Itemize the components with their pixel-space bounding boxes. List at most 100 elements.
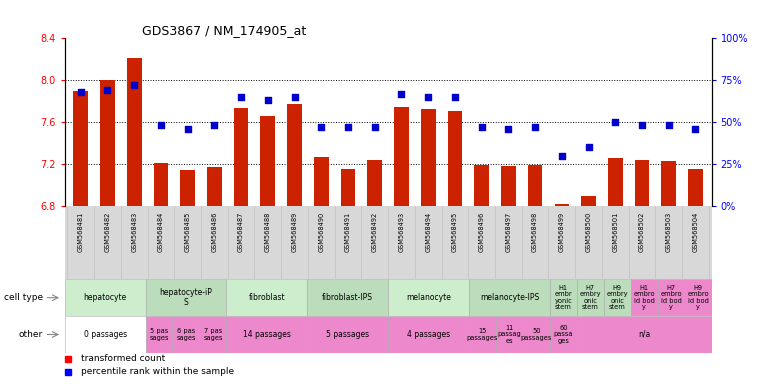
Bar (469, 279, 550, 316)
Bar (65, 279, 145, 316)
Text: GSM568493: GSM568493 (399, 212, 405, 252)
Text: GSM568484: GSM568484 (158, 212, 164, 252)
Bar (388, 279, 469, 316)
Text: 15
passages: 15 passages (466, 328, 498, 341)
Bar (603, 279, 631, 316)
Bar (207, 167, 221, 206)
Bar (394, 108, 409, 206)
Bar (661, 161, 676, 206)
Text: 0 passages: 0 passages (84, 330, 126, 339)
Text: GSM568500: GSM568500 (585, 212, 591, 252)
Point (101, 87, 113, 93)
Text: GSM568494: GSM568494 (425, 212, 431, 252)
Point (689, 126, 702, 132)
Point (235, 94, 247, 100)
Text: melanocyte: melanocyte (406, 293, 451, 302)
Point (502, 126, 514, 132)
Text: GSM568501: GSM568501 (613, 212, 618, 252)
Text: other: other (19, 330, 43, 339)
Point (182, 126, 194, 132)
Text: melanocyte-IPS: melanocyte-IPS (479, 293, 539, 302)
Bar (577, 316, 712, 353)
Text: 6 pas
sages: 6 pas sages (177, 328, 196, 341)
Text: 50
passages: 50 passages (521, 328, 552, 341)
Bar (154, 163, 168, 206)
Text: n/a: n/a (638, 330, 651, 339)
Text: 11
passag
es: 11 passag es (498, 325, 521, 344)
Bar (180, 170, 195, 206)
Text: GSM568487: GSM568487 (238, 212, 244, 252)
Text: 60
passa
ges: 60 passa ges (553, 325, 573, 344)
Point (209, 122, 221, 129)
Bar (447, 111, 462, 206)
Bar (685, 279, 712, 316)
Text: GSM568482: GSM568482 (104, 212, 110, 252)
Text: fibroblast-IPS: fibroblast-IPS (322, 293, 373, 302)
Point (75, 89, 87, 95)
Bar (635, 160, 649, 206)
Text: GSM568497: GSM568497 (505, 212, 511, 252)
Text: hepatocyte-iP
S: hepatocyte-iP S (160, 288, 212, 307)
Bar (388, 316, 469, 353)
Text: H1
embr
yonic
stem: H1 embr yonic stem (555, 285, 572, 310)
Point (288, 94, 301, 100)
Bar (260, 116, 275, 206)
Text: 7 pas
sages: 7 pas sages (203, 328, 223, 341)
Text: 5 pas
sages: 5 pas sages (149, 328, 169, 341)
Bar (65, 316, 145, 353)
Text: GSM568499: GSM568499 (559, 212, 565, 252)
Bar (496, 316, 523, 353)
Text: H9
embry
onic
stem: H9 embry onic stem (607, 285, 628, 310)
Bar (199, 316, 227, 353)
Text: GSM568483: GSM568483 (131, 212, 137, 252)
Bar (100, 80, 115, 206)
Text: transformed count: transformed count (81, 354, 165, 363)
Point (154, 122, 167, 129)
Text: GSM568486: GSM568486 (212, 212, 218, 252)
Point (368, 124, 380, 130)
Text: 5 passages: 5 passages (326, 330, 369, 339)
Text: H7
embry
onic
stem: H7 embry onic stem (579, 285, 601, 310)
Text: hepatocyte: hepatocyte (84, 293, 127, 302)
Text: GSM568496: GSM568496 (479, 212, 485, 252)
Bar (307, 279, 388, 316)
Bar (608, 157, 622, 206)
Bar (127, 58, 142, 206)
Bar (421, 109, 435, 206)
Bar (550, 316, 577, 353)
Text: GSM568503: GSM568503 (666, 212, 672, 252)
Text: percentile rank within the sample: percentile rank within the sample (81, 367, 234, 376)
Bar (307, 316, 388, 353)
Text: GSM568491: GSM568491 (345, 212, 351, 252)
Bar (73, 91, 88, 206)
Point (315, 124, 327, 130)
Bar (501, 166, 516, 206)
Bar (474, 165, 489, 206)
Bar (577, 279, 603, 316)
Point (582, 144, 594, 150)
Text: fibroblast: fibroblast (249, 293, 285, 302)
Bar (227, 316, 307, 353)
Text: H1
embro
id bod
y: H1 embro id bod y (633, 285, 655, 310)
Text: GSM568502: GSM568502 (639, 212, 645, 252)
Point (610, 119, 622, 125)
Bar (314, 157, 329, 206)
Bar (469, 316, 496, 353)
Bar (145, 279, 227, 316)
Text: GSM568495: GSM568495 (452, 212, 458, 252)
Text: GDS3867 / NM_174905_at: GDS3867 / NM_174905_at (142, 24, 307, 37)
Text: cell type: cell type (4, 293, 43, 302)
Text: GSM568488: GSM568488 (265, 212, 271, 252)
Point (422, 94, 435, 100)
Bar (555, 204, 569, 206)
Point (529, 124, 541, 130)
Point (476, 124, 488, 130)
Text: GSM568492: GSM568492 (371, 212, 377, 252)
Text: GSM568490: GSM568490 (318, 212, 324, 252)
Text: 14 passages: 14 passages (243, 330, 291, 339)
Text: H9
embro
id bod
y: H9 embro id bod y (687, 285, 708, 310)
Bar (227, 279, 307, 316)
Point (128, 82, 140, 88)
Bar (528, 165, 543, 206)
Bar (658, 279, 685, 316)
